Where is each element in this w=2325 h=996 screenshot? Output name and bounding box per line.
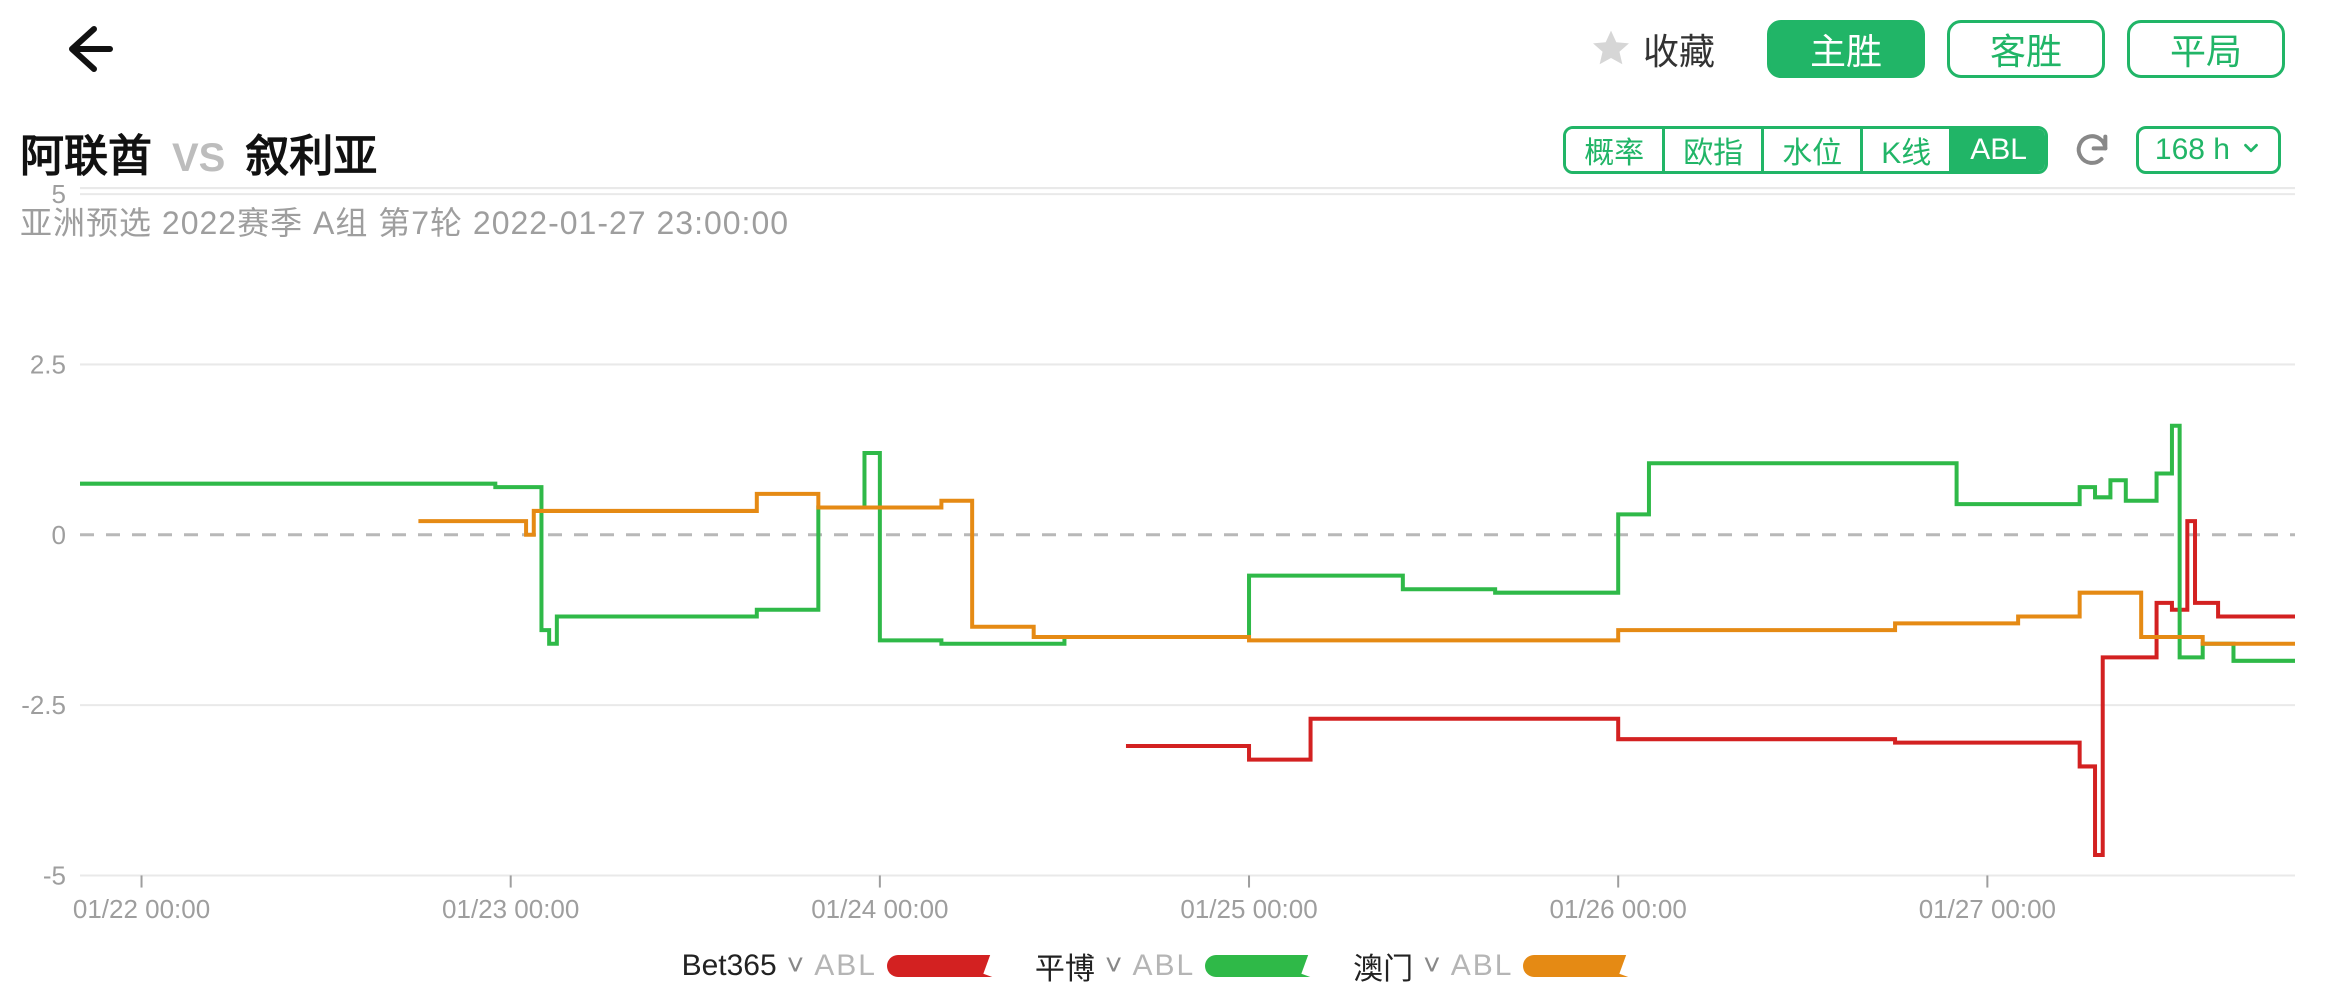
result-button-主胜[interactable]: 主胜 [1767,20,1925,78]
chevron-down-icon: ˅ [1423,949,1441,983]
svg-text:2.5: 2.5 [30,349,66,379]
svg-text:01/27 00:00: 01/27 00:00 [1919,894,2056,924]
svg-text:01/23 00:00: 01/23 00:00 [442,894,579,924]
legend-swatch [887,955,1007,977]
svg-text:-5: -5 [43,860,66,890]
segment-欧指[interactable]: 欧指 [1665,129,1764,171]
segment-水位[interactable]: 水位 [1764,129,1863,171]
segment-ABL[interactable]: ABL [1952,129,2045,171]
chevron-down-icon: ˅ [1105,949,1123,983]
svg-text:01/24 00:00: 01/24 00:00 [811,894,948,924]
time-range-select[interactable]: 168 h [2136,126,2281,174]
abl-line-chart: 5 2.5 0 -2.5 -501/22 00:00 01/23 00:00 01/24 0… [20,180,2305,946]
legend-name: 澳门 [1353,944,1413,988]
star-icon[interactable] [1589,27,1633,71]
chart-legend: Bet365 ˅ ABL 平博 ˅ ABL 澳门 ˅ ABL [0,944,2325,988]
chevron-down-icon: ˅ [787,949,805,983]
view-segment-control: 概率欧指水位K线ABL [1563,126,2048,174]
result-button-客胜[interactable]: 客胜 [1947,20,2105,78]
chevron-down-icon [2240,133,2262,167]
away-team: 叙利亚 [245,120,377,184]
home-team: 阿联酋 [20,120,152,184]
legend-swatch [1523,955,1643,977]
legend-sublabel: ABL [1451,949,1514,983]
svg-text:0: 0 [52,520,66,550]
svg-text:-2.5: -2.5 [21,690,66,720]
legend-item-澳门[interactable]: 澳门 ˅ ABL [1353,944,1643,988]
result-button-平局[interactable]: 平局 [2127,20,2285,78]
time-range-value: 168 h [2155,133,2230,167]
segment-概率[interactable]: 概率 [1566,129,1665,171]
legend-item-Bet365[interactable]: Bet365 ˅ ABL [682,949,1007,983]
legend-sublabel: ABL [814,949,877,983]
legend-name: Bet365 [682,949,777,983]
legend-swatch [1205,955,1325,977]
refresh-icon[interactable] [2072,130,2112,170]
legend-sublabel: ABL [1132,949,1195,983]
svg-text:01/26 00:00: 01/26 00:00 [1550,894,1687,924]
segment-K线[interactable]: K线 [1863,129,1952,171]
favorite-label[interactable]: 收藏 [1643,23,1715,75]
svg-text:5: 5 [52,180,66,209]
vs-label: VS [172,136,225,181]
legend-item-平博[interactable]: 平博 ˅ ABL [1035,944,1325,988]
back-arrow-icon[interactable] [60,21,116,77]
svg-text:01/25 00:00: 01/25 00:00 [1180,894,1317,924]
svg-text:01/22 00:00: 01/22 00:00 [73,894,210,924]
legend-name: 平博 [1035,944,1095,988]
